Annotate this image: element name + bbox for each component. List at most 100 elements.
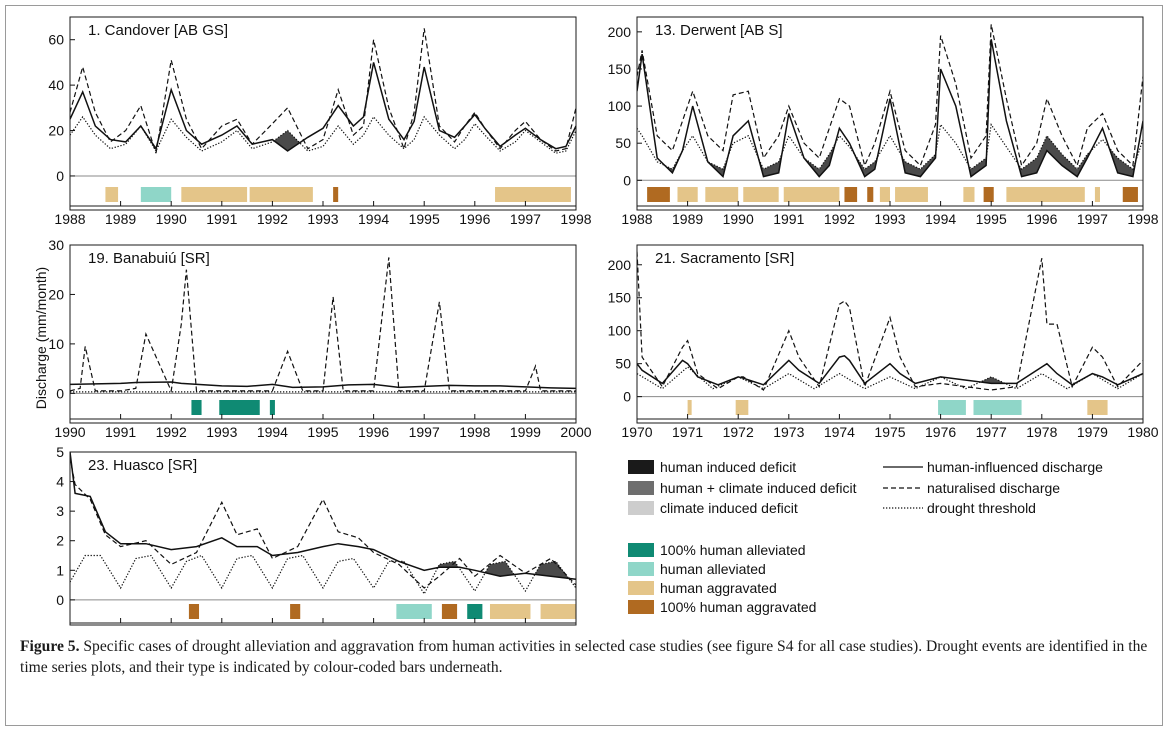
event-bar: [879, 187, 890, 202]
event-bar: [867, 187, 874, 202]
x-tick-label: 2010: [409, 628, 440, 630]
legend-swatch: [628, 481, 654, 495]
panel-border: [69, 16, 577, 207]
event-bar: [1087, 400, 1108, 415]
y-tick-label: 50: [615, 356, 631, 372]
event-bar: [467, 604, 483, 619]
event-bar: [705, 187, 739, 202]
series-dotted: [637, 366, 1143, 390]
event-bar: [938, 400, 966, 415]
panel-2: 0 50 100 150 200 1988 1989 1990 1991 1992 1993 1994…: [608, 16, 1159, 227]
panel-1: 0 20 40 60 1988 1989 1990 1991 1992 1993 1994 1995 1…: [48, 16, 592, 227]
legend-label: human induced deficit: [660, 459, 796, 475]
x-tick-label: 2013: [560, 628, 591, 630]
figure-frame: [5, 5, 1163, 726]
y-tick-label: 60: [48, 32, 64, 48]
panel-title: 23. Huasco [SR]: [88, 457, 197, 474]
series-solid: [70, 62, 576, 152]
event-bar: [105, 187, 119, 202]
x-tick-label: 1975: [874, 424, 905, 440]
x-tick-label: 2000: [560, 424, 591, 440]
x-tick-label: 2012: [510, 628, 541, 630]
caption-text: Specific cases of drought alleviation an…: [20, 638, 1148, 676]
series-dotted: [70, 115, 576, 154]
y-tick-label: 5: [56, 444, 64, 460]
x-tick-label: 1995: [307, 424, 338, 440]
x-tick-label: 1998: [459, 424, 490, 440]
legend-label: human-influenced discharge: [927, 459, 1103, 475]
x-tick-label: 1997: [1077, 211, 1108, 227]
x-tick-label: 1977: [976, 424, 1007, 440]
x-tick-label: 1995: [976, 211, 1007, 227]
y-tick-label: 150: [608, 290, 632, 306]
panel-3: 0 10 20 30 1990 1991 1992 1993 1994 1995 1996 1997 1…: [48, 237, 591, 440]
y-tick-label: 50: [615, 135, 631, 151]
plot-area: [636, 16, 1144, 211]
x-tick-label: 2008: [307, 628, 338, 630]
y-tick-label: 4: [56, 474, 64, 490]
y-axis-label: Discharge (mm/month): [33, 267, 49, 409]
event-bar: [1122, 187, 1138, 202]
event-bar: [441, 604, 458, 619]
event-bar: [181, 187, 248, 202]
x-tick-label: 2005: [156, 628, 187, 630]
event-bar: [140, 187, 172, 202]
x-tick-label: 1997: [510, 211, 541, 227]
event-bar: [489, 604, 531, 619]
x-tick-label: 1992: [257, 211, 288, 227]
panel-title: 1. Candover [AB GS]: [88, 22, 228, 39]
y-tick-label: 20: [48, 123, 64, 139]
x-tick-label: 1996: [459, 211, 490, 227]
x-tick-label: 1993: [206, 424, 237, 440]
y-tick-label: 0: [623, 172, 631, 188]
y-tick-label: 150: [608, 61, 632, 77]
event-bar: [188, 604, 200, 619]
y-tick-label: 200: [608, 257, 632, 273]
legend-event-swatch: [628, 543, 654, 557]
y-tick-label: 0: [623, 389, 631, 405]
event-bar: [783, 187, 840, 202]
event-bar: [1006, 187, 1085, 202]
legend-event-label: human alleviated: [660, 561, 766, 577]
x-tick-label: 1991: [105, 424, 136, 440]
event-bar: [647, 187, 670, 202]
x-tick-label: 1976: [925, 424, 956, 440]
panel-title: 19. Banabuiú [SR]: [88, 250, 210, 267]
event-bar: [495, 187, 571, 202]
event-bar: [743, 187, 779, 202]
x-tick-label: 2011: [460, 628, 490, 630]
x-tick-label: 1988: [621, 211, 652, 227]
x-tick-label: 1970: [621, 424, 652, 440]
event-bar: [290, 604, 301, 619]
panel-5: 0 1 2 3 4 5 2003 2004 2005 2006 2007 2008 2009 2010 20…: [54, 444, 591, 630]
series-dashed: [637, 251, 1143, 391]
event-bar: [844, 187, 858, 202]
series-solid: [70, 381, 576, 390]
y-tick-label: 0: [56, 592, 64, 608]
x-tick-label: 2004: [105, 628, 136, 630]
event-bar: [191, 400, 202, 415]
x-tick-label: 1972: [723, 424, 754, 440]
event-bar: [983, 187, 994, 202]
x-tick-label: 1991: [773, 211, 804, 227]
y-tick-label: 100: [608, 323, 632, 339]
event-bar: [269, 400, 275, 415]
legend-event-swatch: [628, 600, 654, 614]
x-tick-label: 1993: [307, 211, 338, 227]
x-tick-label: 1995: [409, 211, 440, 227]
event-bar: [219, 400, 260, 415]
x-tick-label: 1992: [824, 211, 855, 227]
event-bar: [677, 187, 698, 202]
x-tick-label: 1988: [54, 211, 85, 227]
y-tick-label: 0: [56, 168, 64, 184]
legend-event-swatch: [628, 562, 654, 576]
event-bar: [895, 187, 928, 202]
y-tick-label: 3: [56, 503, 64, 519]
event-bar: [1094, 187, 1100, 202]
y-tick-label: 200: [608, 24, 632, 40]
panel-border: [636, 16, 1144, 207]
y-tick-label: 1: [56, 562, 64, 578]
panel-border: [636, 244, 1144, 420]
